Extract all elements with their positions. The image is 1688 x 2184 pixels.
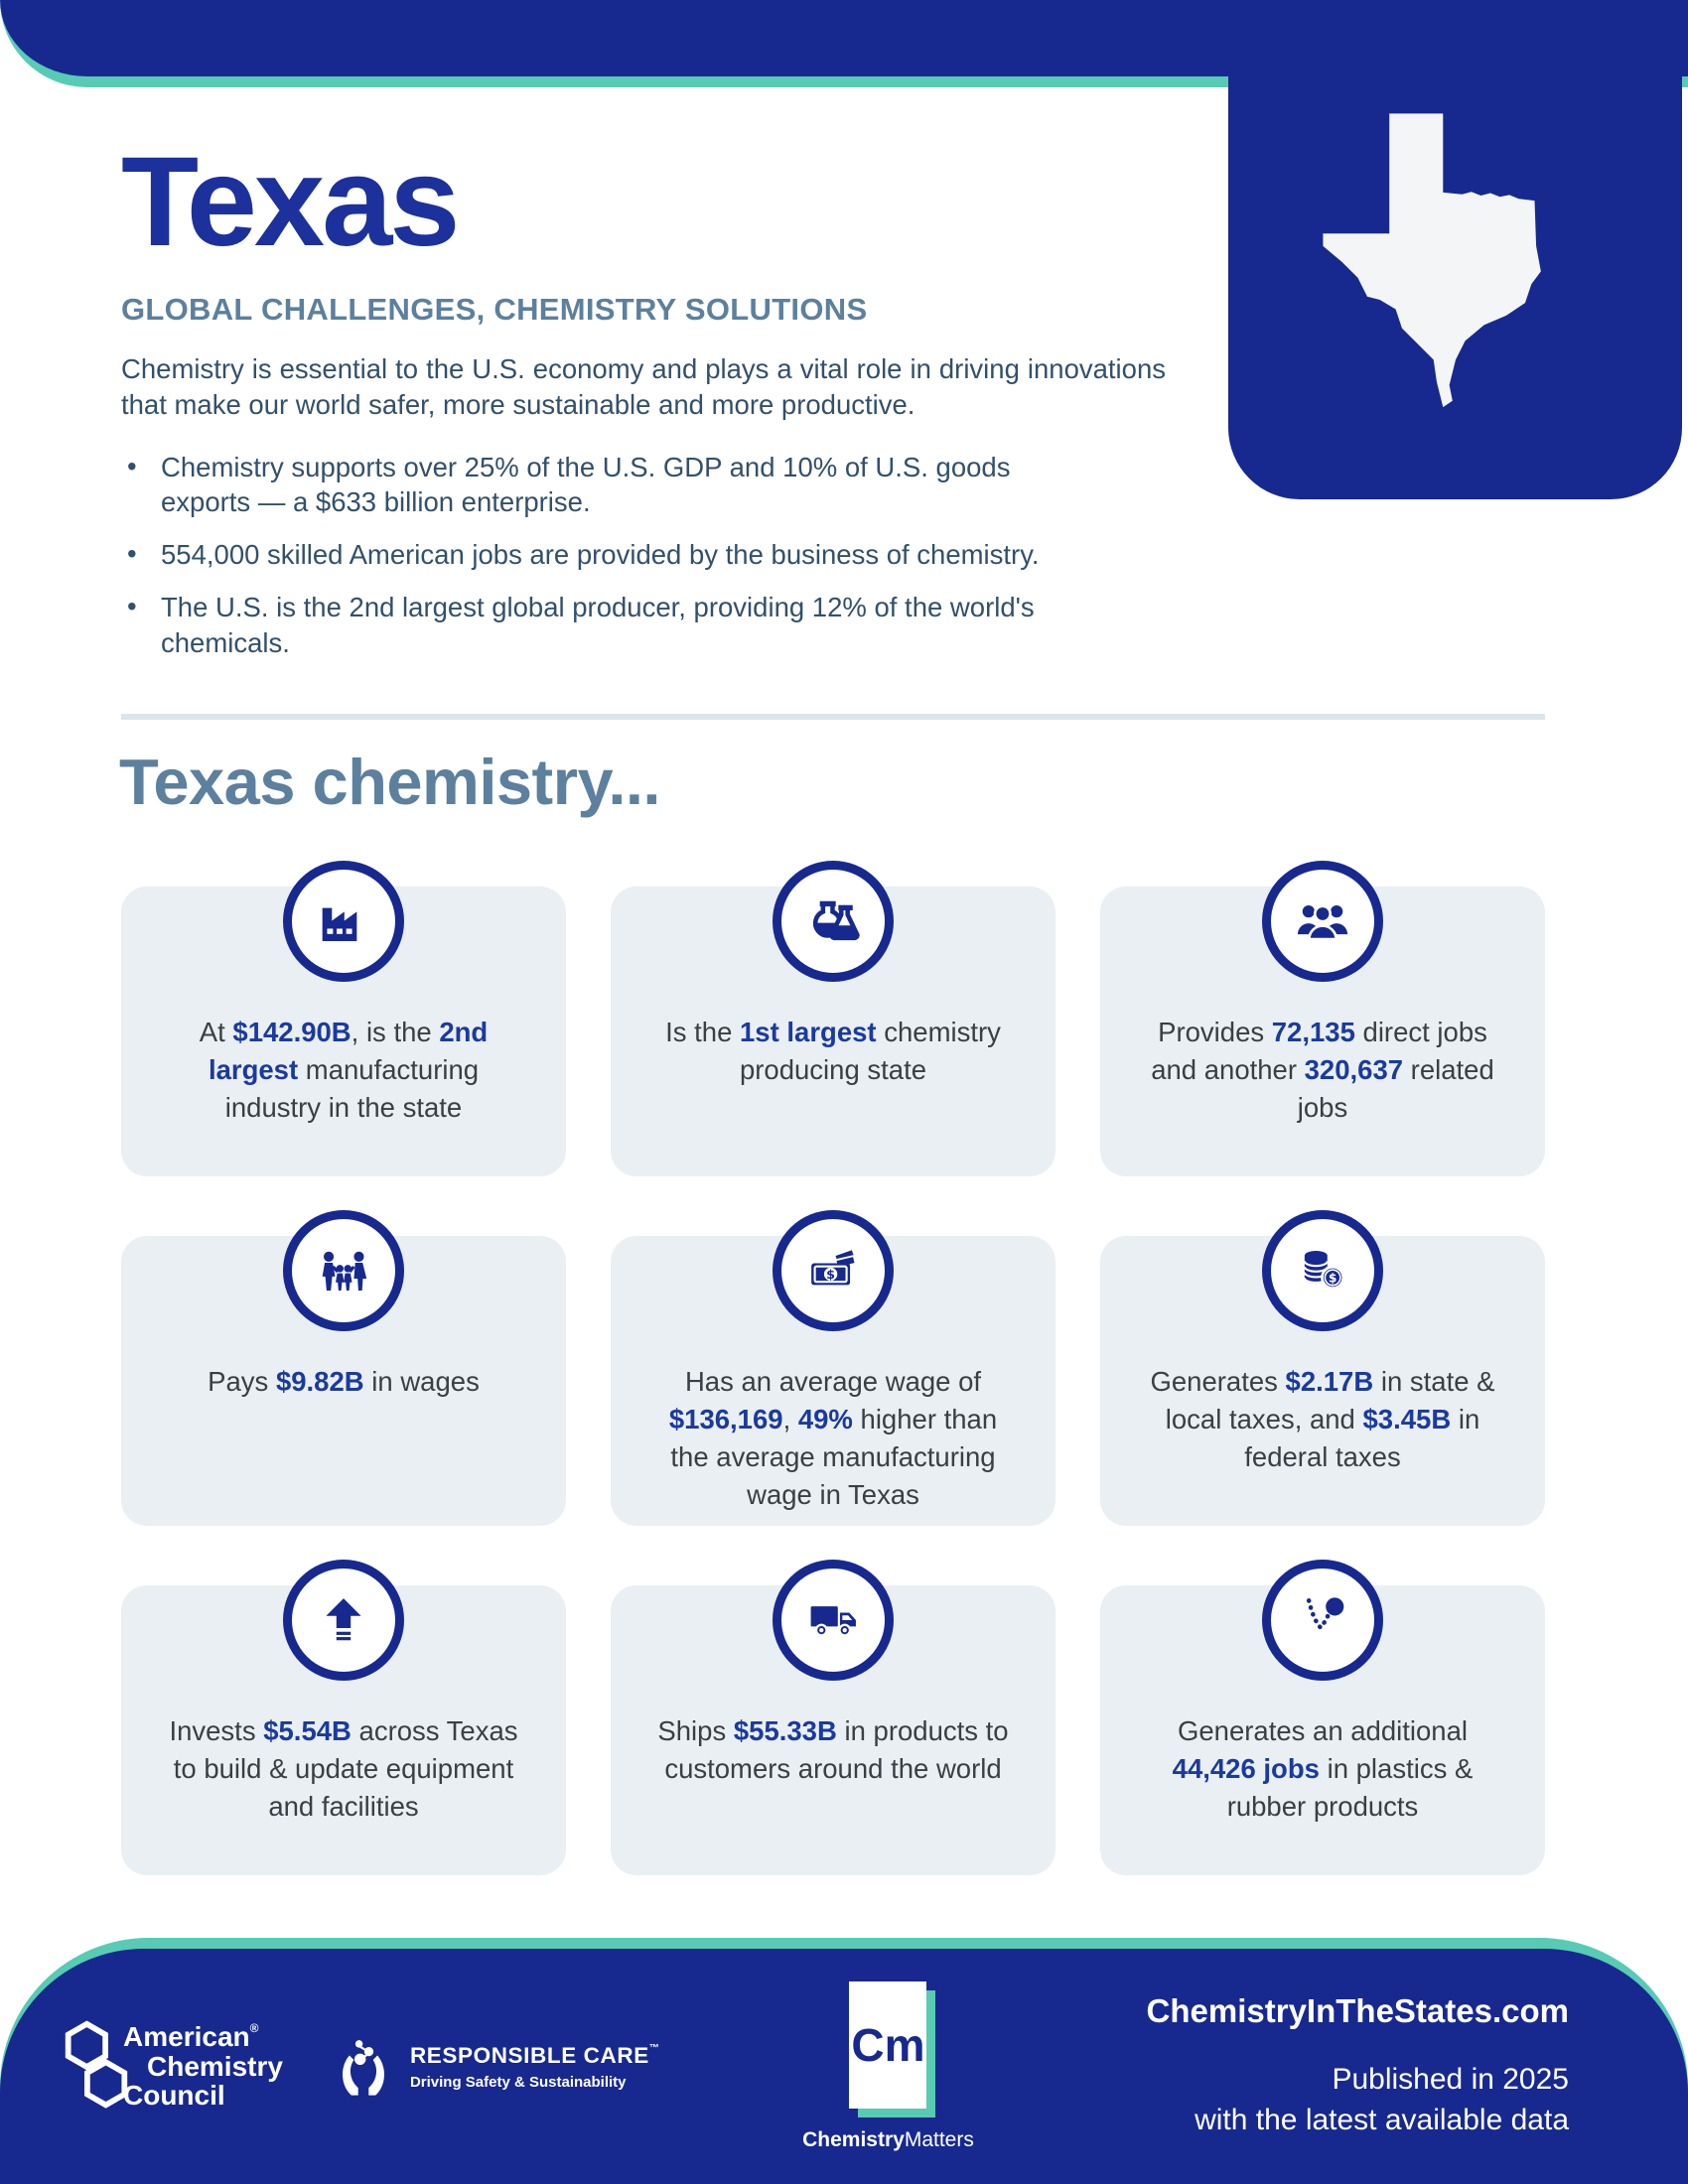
card-text: Invests $5.54B across Texas to build & u… <box>169 1715 518 1822</box>
card-text: Is the 1st largest chemistry producing s… <box>665 1017 1001 1085</box>
family-icon <box>283 1210 404 1331</box>
bouncing-ball-icon <box>1262 1560 1383 1681</box>
truck-icon <box>773 1560 894 1681</box>
cm-symbol: Cm <box>851 2018 925 2071</box>
stats-grid: At $142.90B, is the 2nd largest manufact… <box>121 861 1545 1875</box>
responsible-care-logo: RESPONSIBLE CARE™ Driving Safety & Susta… <box>331 2034 660 2100</box>
acc-logo-line3: Council <box>123 2080 225 2112</box>
card-text: Pays $9.82B in wages <box>208 1366 480 1397</box>
svg-text:$: $ <box>826 1268 835 1283</box>
website-url: ChemistryInTheStates.com <box>1146 1992 1569 2029</box>
section-divider <box>121 714 1545 720</box>
svg-text:$: $ <box>1329 1271 1337 1285</box>
card-text: Generates an additional 44,426 jobs in p… <box>1172 1715 1474 1822</box>
hands-molecule-icon <box>342 2039 384 2096</box>
people-icon <box>1262 861 1383 982</box>
stat-card: $ Has an average wage of $136,169, 49% h… <box>611 1210 1055 1526</box>
footer-site-block: ChemistryInTheStates.com Published in 20… <box>1147 1992 1569 2140</box>
acc-logo-line2: Chemistry <box>147 2050 283 2082</box>
cm-tile-icon: Cm <box>849 1980 927 2109</box>
stat-card: Pays $9.82B in wages <box>121 1210 566 1526</box>
footer: American® Chemistry Council RESPONSIBLE … <box>0 1938 1688 2184</box>
published-note: Published in 2025 with the latest availa… <box>1195 2063 1569 2136</box>
stat-card: $ Generates $2.17B in state & local taxe… <box>1100 1210 1545 1526</box>
page-subtitle: GLOBAL CHALLENGES, CHEMISTRY SOLUTIONS <box>121 292 868 327</box>
acc-logo-line1: American® <box>123 2020 259 2052</box>
acc-logo: American® Chemistry Council <box>58 2019 283 2115</box>
stat-card: Is the 1st largest chemistry producing s… <box>611 861 1055 1176</box>
up-arrow-icon <box>283 1560 404 1681</box>
flasks-icon <box>773 861 894 982</box>
page-title: Texas <box>121 131 460 273</box>
card-text: Ships $55.33B in products to customers a… <box>657 1715 1009 1784</box>
money-icon: $ <box>773 1210 894 1331</box>
bullet-item: The U.S. is the 2nd largest global produ… <box>127 589 1079 661</box>
stat-card: Generates an additional 44,426 jobs in p… <box>1100 1560 1545 1875</box>
stat-card: Provides 72,135 direct jobs and another … <box>1100 861 1545 1176</box>
bullet-list: Chemistry supports over 25% of the U.S. … <box>121 449 1079 661</box>
responsible-care-tagline: Driving Safety & Sustainability <box>409 2073 627 2091</box>
chemistry-matters-logo: Cm ChemistryMatters <box>802 1980 974 2152</box>
coins-icon: $ <box>1262 1210 1383 1331</box>
hexagon-logo-icon <box>65 2019 128 2109</box>
bullet-item: 554,000 skilled American jobs are provid… <box>127 536 1079 573</box>
factory-icon <box>283 861 404 982</box>
card-text: At $142.90B, is the 2nd largest manufact… <box>199 1017 489 1123</box>
hero: Texas GLOBAL CHALLENGES, CHEMISTRY SOLUT… <box>121 139 1176 677</box>
stat-card: Ships $55.33B in products to customers a… <box>611 1560 1055 1875</box>
bullet-item: Chemistry supports over 25% of the U.S. … <box>127 449 1079 521</box>
stat-card: At $142.90B, is the 2nd largest manufact… <box>121 861 566 1176</box>
card-text: Provides 72,135 direct jobs and another … <box>1151 1017 1494 1123</box>
card-text: Generates $2.17B in state & local taxes,… <box>1150 1366 1495 1472</box>
intro-paragraph: Chemistry is essential to the U.S. econo… <box>121 353 1166 421</box>
state-box <box>1228 0 1682 499</box>
card-text: Has an average wage of $136,169, 49% hig… <box>668 1366 998 1510</box>
chemistry-matters-label: ChemistryMatters <box>802 2127 974 2151</box>
texas-map-icon <box>1323 113 1541 408</box>
responsible-care-title: RESPONSIBLE CARE™ <box>409 2042 660 2068</box>
stat-card: Invests $5.54B across Texas to build & u… <box>121 1560 566 1875</box>
section-heading: Texas chemistry... <box>119 746 661 818</box>
